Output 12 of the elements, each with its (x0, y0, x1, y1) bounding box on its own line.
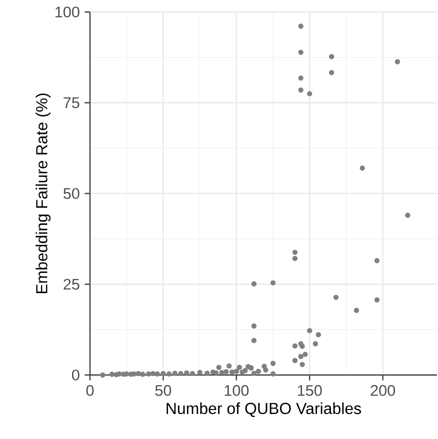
x-tick-label: 200 (370, 385, 396, 396)
y-axis-title: Embedding Failure Rate (%) (36, 94, 51, 294)
y-tick-label: 75 (64, 97, 80, 108)
y-tick-label: 25 (64, 278, 80, 290)
y-tick-label: 100 (56, 6, 80, 18)
x-tick-label: 0 (86, 385, 94, 396)
x-tick-label: 100 (224, 385, 249, 396)
x-axis-title: Number of QUBO Variables (166, 402, 362, 418)
y-tick-label: 50 (64, 188, 80, 199)
x-tick-label: 50 (155, 385, 172, 396)
x-tick-label: 150 (298, 385, 322, 396)
y-tick-label: 0 (72, 370, 80, 380)
